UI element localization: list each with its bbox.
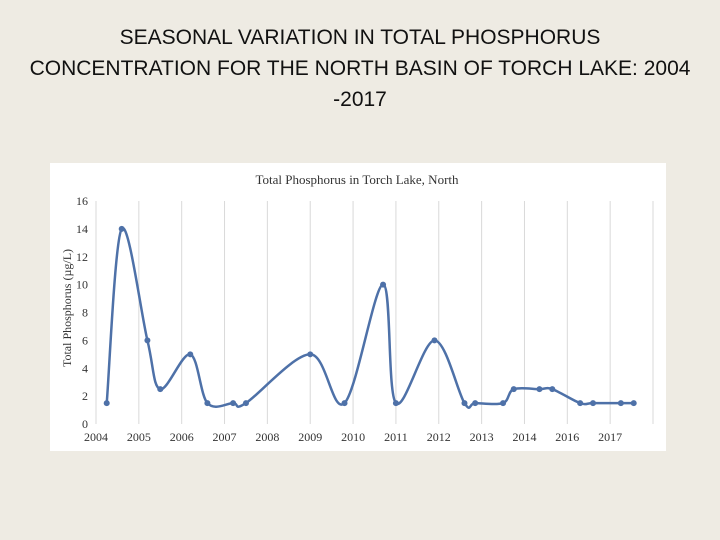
data-point-marker xyxy=(392,400,399,407)
data-point-marker xyxy=(187,351,194,358)
data-point-marker xyxy=(341,400,348,407)
x-tick-label: 2004 xyxy=(84,430,108,444)
y-tick-label: 14 xyxy=(76,222,88,236)
data-point-marker xyxy=(617,400,624,407)
slide-title-line-3: -2017 xyxy=(333,88,387,111)
x-tick-label: 2016 xyxy=(555,430,579,444)
slide-title-line-1: SEASONAL VARIATION IN TOTAL PHOSPHORUS xyxy=(119,26,601,49)
x-tick-label: 2017 xyxy=(598,430,622,444)
data-point-marker xyxy=(431,337,438,344)
data-point-marker xyxy=(472,400,479,407)
chart-title: Total Phosphorus in Torch Lake, North xyxy=(255,172,459,187)
data-point-marker xyxy=(630,400,637,407)
y-tick-label: 12 xyxy=(76,250,88,264)
data-point-marker xyxy=(500,400,507,407)
data-point-marker xyxy=(230,400,237,407)
series-line xyxy=(105,227,635,409)
y-axis-label: Total Phosphorus (µg/L) xyxy=(60,249,74,367)
data-point-marker xyxy=(549,386,556,393)
data-point-marker xyxy=(510,386,517,393)
x-tick-label: 2010 xyxy=(341,430,365,444)
y-tick-label: 8 xyxy=(82,306,88,320)
x-tick-label: 2013 xyxy=(470,430,494,444)
slide-title-line-2: CONCENTRATION FOR THE NORTH BASIN OF TOR… xyxy=(29,57,691,80)
x-tick-label: 2005 xyxy=(127,430,151,444)
x-tick-label: 2011 xyxy=(384,430,408,444)
x-tick-label: 2007 xyxy=(213,430,237,444)
data-point-marker xyxy=(590,400,597,407)
data-point-marker xyxy=(242,400,249,407)
data-point-marker xyxy=(118,225,125,232)
grid-layer xyxy=(95,201,654,424)
y-tick-label: 16 xyxy=(76,194,88,208)
chart-panel: Total Phosphorus in Torch Lake, North To… xyxy=(50,163,666,451)
x-tick-label: 2009 xyxy=(298,430,322,444)
data-point-marker xyxy=(103,400,110,407)
y-tick-label: 6 xyxy=(82,333,88,347)
y-tick-label: 0 xyxy=(82,417,88,431)
slide-title: SEASONAL VARIATION IN TOTAL PHOSPHORUS C… xyxy=(20,22,700,115)
data-point-marker xyxy=(307,351,314,358)
x-tick-label: 2006 xyxy=(170,430,194,444)
data-point-marker xyxy=(157,386,164,393)
data-point-marker xyxy=(577,400,584,407)
y-tick-label: 2 xyxy=(82,389,88,403)
data-point-marker xyxy=(461,400,468,407)
data-point-marker xyxy=(144,337,151,344)
series-layer xyxy=(103,225,637,409)
y-tick-label: 4 xyxy=(82,361,88,375)
tick-layer: 2004 2005 2006 2007 2008 2009 2010 2011 2012 2013… xyxy=(76,194,622,444)
data-point-marker xyxy=(380,281,387,288)
data-point-marker xyxy=(536,386,543,393)
x-tick-label: 2012 xyxy=(427,430,451,444)
phosphorus-line-chart: Total Phosphorus in Torch Lake, North To… xyxy=(60,172,654,444)
x-tick-label: 2014 xyxy=(512,430,536,444)
x-tick-label: 2008 xyxy=(255,430,279,444)
data-point-marker xyxy=(204,400,211,407)
y-tick-label: 10 xyxy=(76,278,88,292)
